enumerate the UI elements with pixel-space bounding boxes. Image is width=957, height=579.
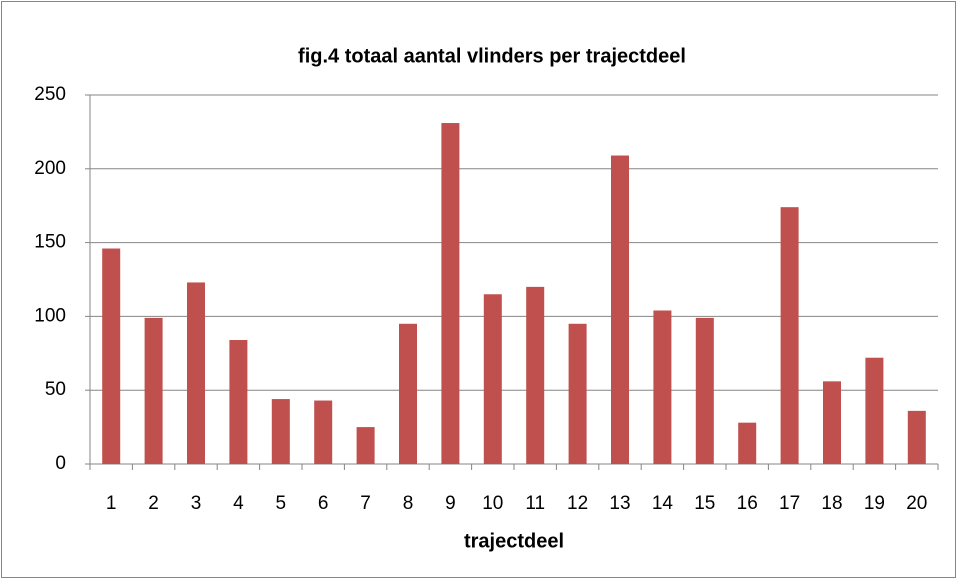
bar (441, 123, 460, 464)
bar (780, 207, 799, 464)
x-tick-label: 11 (525, 493, 545, 514)
x-tick-label: 12 (567, 493, 588, 514)
y-tick-label: 100 (34, 305, 66, 326)
x-tick-label: 8 (403, 493, 414, 514)
x-tick-label: 7 (360, 493, 371, 514)
bar (271, 399, 290, 464)
x-tick-label: 15 (694, 493, 715, 514)
x-tick-label: 6 (318, 493, 329, 514)
bar (356, 427, 375, 464)
y-tick-label: 0 (55, 453, 66, 474)
bar (653, 310, 672, 464)
bar (568, 323, 587, 464)
x-tick-label: 19 (864, 493, 885, 514)
bar (865, 357, 884, 464)
x-tick-label: 2 (148, 493, 159, 514)
x-tick-label: 1 (106, 493, 117, 514)
y-tick-label: 50 (45, 379, 66, 400)
y-tick-label: 200 (34, 158, 66, 179)
x-axis-label: trajectdeel (464, 530, 564, 552)
bar (144, 317, 163, 464)
x-tick-label: 9 (445, 493, 456, 514)
bar (229, 340, 248, 464)
bar (314, 400, 333, 464)
x-tick-label: 10 (482, 493, 503, 514)
x-tick-label: 16 (737, 493, 758, 514)
chart-title: fig.4 totaal aantal vlinders per traject… (298, 45, 686, 67)
bar (738, 422, 757, 464)
bar (526, 286, 545, 464)
bar (187, 282, 205, 464)
x-tick-label: 20 (906, 493, 927, 514)
x-tick-label: 5 (276, 493, 287, 514)
y-tick-label: 150 (34, 232, 66, 253)
y-tick-label: 250 (34, 84, 66, 105)
bar (483, 294, 502, 464)
x-tick-label: 18 (821, 493, 842, 514)
x-tick-label: 14 (652, 493, 674, 514)
bar (399, 323, 417, 464)
bar (907, 410, 926, 464)
bar (823, 381, 841, 464)
bar (611, 155, 629, 465)
bar (695, 317, 714, 464)
x-tick-label: 4 (233, 493, 244, 514)
x-tick-label: 13 (609, 493, 630, 514)
x-tick-label: 3 (191, 493, 202, 514)
bar (102, 248, 121, 464)
x-tick-label: 17 (779, 493, 800, 514)
